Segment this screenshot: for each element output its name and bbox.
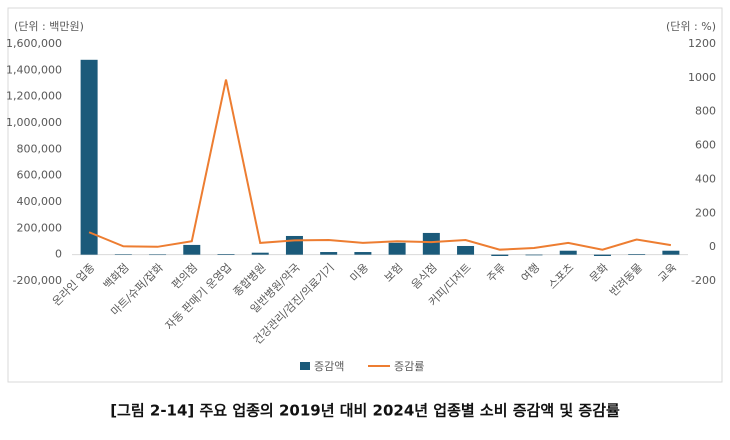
bar (388, 242, 406, 255)
y2-tick-label: 400 (695, 172, 716, 185)
y-tick-label: -200,000 (13, 274, 62, 287)
y2-tick-label: 1200 (688, 37, 716, 50)
y2-tick-label: 800 (695, 105, 716, 118)
y-tick-label: 800,000 (17, 142, 63, 155)
y2-tick-label: 600 (695, 139, 716, 152)
bar (525, 254, 543, 256)
y-tick-label: 1,200,000 (6, 90, 62, 103)
bar (285, 235, 303, 255)
y-tick-label: 1,400,000 (6, 63, 62, 76)
bar (457, 245, 475, 255)
bar (183, 244, 201, 255)
bar (217, 254, 235, 255)
y2-tick-label: -200 (691, 274, 716, 287)
y2-unit-label: (단위 : %) (666, 20, 716, 33)
y-tick-label: 200,000 (17, 221, 63, 234)
y2-tick-label: 200 (695, 206, 716, 219)
y-tick-label: 1,600,000 (6, 37, 62, 50)
bar (422, 232, 440, 255)
bar (628, 254, 646, 255)
legend-label: 증감률 (394, 360, 424, 373)
bar (662, 250, 680, 255)
bar (559, 250, 577, 255)
y-tick-label: 400,000 (17, 195, 63, 208)
bar (149, 254, 167, 256)
legend-label: 증감액 (314, 360, 344, 373)
bar (593, 254, 611, 256)
y-tick-label: 0 (55, 248, 62, 261)
bar (114, 254, 132, 255)
y-unit-label: (단위 : 백만원) (14, 20, 84, 33)
line (88, 79, 672, 251)
y2-tick-label: 1000 (688, 71, 716, 84)
y-tick-label: 600,000 (17, 169, 63, 182)
bar (491, 254, 509, 256)
y2-tick-label: 0 (709, 240, 716, 253)
bar (80, 59, 98, 255)
bar (251, 252, 269, 255)
chart-frame (7, 7, 723, 383)
y-tick-label: 1,000,000 (6, 116, 62, 129)
caption: [그림 2-14] 주요 업종의 2019년 대비 2024년 업종별 소비 증… (110, 402, 620, 420)
legend-swatch (300, 362, 310, 370)
bar (320, 252, 338, 255)
bar (354, 252, 372, 255)
